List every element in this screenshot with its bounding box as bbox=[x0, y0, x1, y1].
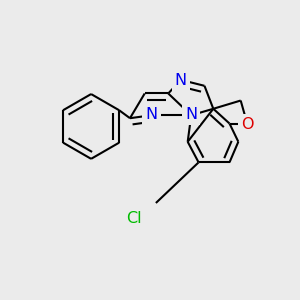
Text: O: O bbox=[240, 117, 254, 132]
Text: Cl: Cl bbox=[125, 211, 142, 226]
Text: N: N bbox=[175, 73, 187, 88]
Text: O: O bbox=[241, 117, 253, 132]
Text: N: N bbox=[145, 107, 158, 122]
Text: N: N bbox=[146, 107, 158, 122]
Text: N: N bbox=[184, 107, 198, 122]
Text: N: N bbox=[174, 73, 188, 88]
Text: Cl: Cl bbox=[126, 211, 142, 226]
Text: N: N bbox=[185, 107, 197, 122]
